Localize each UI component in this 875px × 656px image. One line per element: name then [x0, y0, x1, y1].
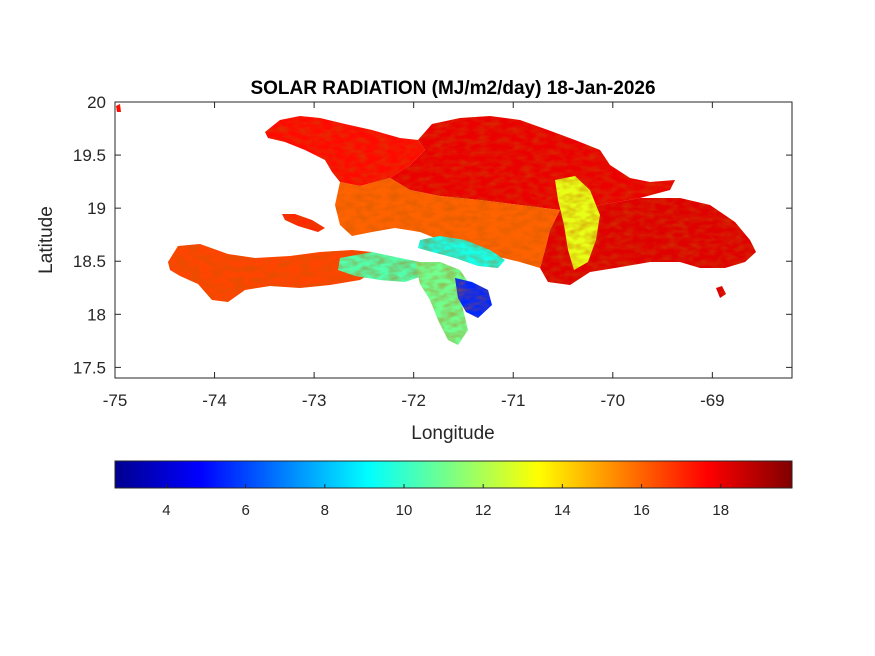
y-tick-label: 18 [87, 305, 106, 324]
colorbar-tick-label: 6 [241, 502, 249, 519]
x-tick-label: -70 [601, 391, 626, 410]
colorbar-tick-label: 8 [321, 502, 329, 519]
colorbar-tick-label: 18 [712, 502, 729, 519]
y-tick-label: 20 [87, 93, 106, 112]
axes-box [114, 101, 793, 379]
y-tick-label: 19 [87, 199, 106, 218]
texture-overlay [116, 104, 756, 345]
x-tick-label: -72 [401, 391, 426, 410]
x-tick-label: -73 [302, 391, 327, 410]
colorbar [114, 460, 793, 489]
x-tick-label: -75 [103, 391, 128, 410]
x-tick-label: -74 [202, 391, 227, 410]
chart-title: SOLAR RADIATION (MJ/m2/day) 18-Jan-2026 [250, 78, 655, 99]
x-axis-label: Longitude [411, 423, 494, 444]
y-tick-label: 18.5 [73, 252, 106, 271]
x-tick-label: -69 [700, 391, 725, 410]
colorbar-tick-label: 4 [162, 502, 170, 519]
colorbar-ticks: 4 6 8 10 12 14 16 18 [162, 484, 729, 519]
colorbar-tick-label: 10 [396, 502, 413, 519]
colorbar-tick-label: 16 [633, 502, 650, 519]
x-tick-label: -71 [501, 391, 526, 410]
y-axis-label: Latitude [36, 206, 57, 274]
colorbar-tick-label: 14 [554, 502, 571, 519]
colorbar-tick-label: 12 [475, 502, 492, 519]
x-axis: -75 -74 -73 -72 -71 -70 -69 [103, 102, 725, 410]
y-tick-label: 17.5 [73, 358, 106, 377]
y-tick-label: 19.5 [73, 146, 106, 165]
y-axis: 17.5 18 18.5 19 19.5 20 [73, 93, 792, 377]
